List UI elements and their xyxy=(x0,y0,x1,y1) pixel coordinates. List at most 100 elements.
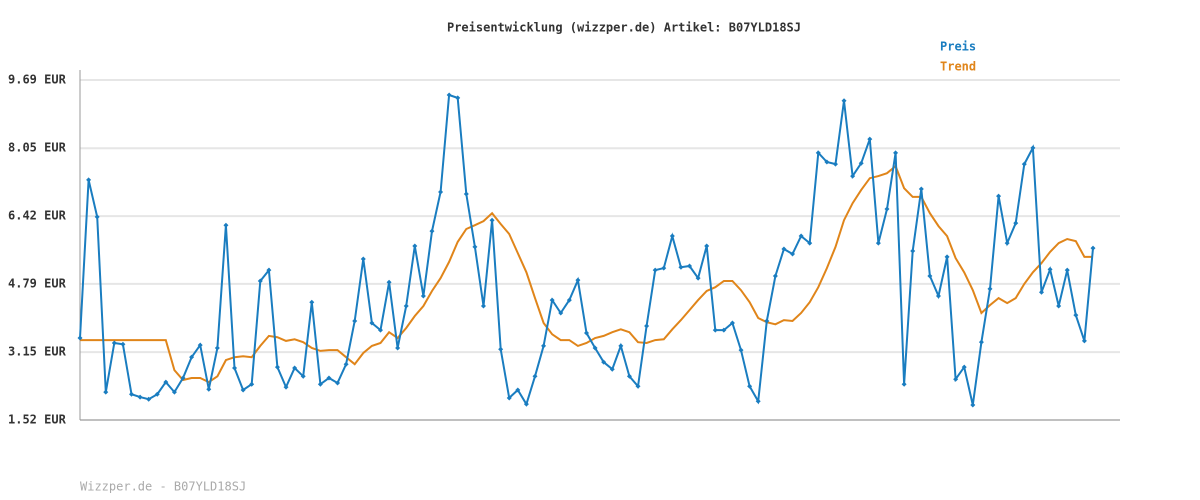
data-point xyxy=(850,173,856,179)
data-point xyxy=(961,364,967,370)
data-point xyxy=(918,186,924,192)
data-point xyxy=(1030,145,1036,151)
data-point xyxy=(386,279,392,285)
data-point xyxy=(944,254,950,260)
data-point xyxy=(747,383,753,389)
data-point xyxy=(129,391,135,397)
data-point xyxy=(618,343,624,349)
data-point xyxy=(1038,289,1044,295)
data-point xyxy=(463,191,469,197)
data-point xyxy=(472,244,478,250)
data-point xyxy=(729,320,735,326)
data-point xyxy=(189,354,195,360)
data-point xyxy=(781,246,787,252)
data-point xyxy=(86,177,92,183)
data-point xyxy=(790,251,796,257)
data-point xyxy=(412,243,418,249)
data-point xyxy=(369,320,375,326)
data-point xyxy=(352,318,358,324)
y-tick-label: 8.05 EUR xyxy=(8,141,67,155)
data-point xyxy=(558,310,564,316)
data-point xyxy=(137,394,143,400)
data-point xyxy=(317,381,323,387)
data-point xyxy=(163,379,169,385)
data-point xyxy=(1081,338,1087,344)
data-point xyxy=(77,335,83,341)
legend-label: Trend xyxy=(940,60,976,74)
data-point xyxy=(935,293,941,299)
data-point xyxy=(755,398,761,404)
y-tick-label: 4.79 EUR xyxy=(8,276,67,290)
data-point xyxy=(283,384,289,390)
data-point xyxy=(274,364,280,370)
data-point xyxy=(197,342,203,348)
data-point xyxy=(575,277,581,283)
chart-title: Preisentwicklung (wizzper.de) Artikel: B… xyxy=(447,21,801,35)
data-point xyxy=(223,222,229,228)
y-tick-label: 9.69 EUR xyxy=(8,73,67,87)
data-point xyxy=(661,265,667,271)
data-point xyxy=(403,303,409,309)
data-point xyxy=(764,318,770,324)
data-point xyxy=(446,92,452,98)
data-point xyxy=(480,303,486,309)
data-point xyxy=(326,375,332,381)
data-point xyxy=(987,286,993,292)
data-point xyxy=(721,327,727,333)
data-point xyxy=(506,395,512,401)
data-point xyxy=(180,375,186,381)
data-point xyxy=(996,193,1002,199)
data-point xyxy=(824,159,830,165)
data-point xyxy=(154,391,160,397)
data-point xyxy=(712,327,718,333)
legend-label: Preis xyxy=(940,40,976,54)
data-point xyxy=(635,383,641,389)
data-point xyxy=(420,293,426,299)
y-tick-label: 6.42 EUR xyxy=(8,209,67,223)
data-point xyxy=(738,347,744,353)
data-point xyxy=(541,343,547,349)
data-point xyxy=(395,345,401,351)
data-point xyxy=(566,297,572,303)
data-point xyxy=(832,161,838,167)
data-point xyxy=(584,330,589,336)
data-point xyxy=(901,381,907,387)
data-point xyxy=(858,160,864,166)
footer: Wizzper.de - B07YLD18SJ xyxy=(80,480,246,494)
data-point xyxy=(120,341,126,347)
data-point xyxy=(798,233,804,239)
data-point xyxy=(523,401,529,407)
data-point xyxy=(94,214,100,220)
data-point xyxy=(927,273,933,279)
data-point xyxy=(266,267,272,273)
data-point xyxy=(704,243,710,249)
data-point xyxy=(1090,245,1096,251)
data-point xyxy=(498,346,504,352)
data-point xyxy=(549,297,555,303)
data-point xyxy=(438,189,444,195)
data-point xyxy=(772,273,778,279)
data-point xyxy=(257,278,263,284)
data-point xyxy=(532,373,538,379)
data-point xyxy=(953,376,959,382)
data-point xyxy=(978,339,984,345)
data-point xyxy=(1064,267,1070,273)
data-point xyxy=(455,95,461,101)
data-point xyxy=(249,381,255,387)
data-point xyxy=(626,373,632,379)
data-point xyxy=(309,299,315,305)
data-point xyxy=(214,345,220,351)
data-point xyxy=(335,380,341,386)
data-point xyxy=(609,366,615,372)
data-point xyxy=(970,402,976,408)
data-point xyxy=(592,345,598,351)
data-point xyxy=(377,327,383,333)
data-point xyxy=(240,387,246,393)
data-point xyxy=(687,263,693,269)
y-tick-label: 1.52 EUR xyxy=(8,413,67,427)
data-point xyxy=(515,387,521,393)
data-point xyxy=(103,389,109,395)
data-point xyxy=(232,365,238,371)
data-point xyxy=(884,206,890,212)
